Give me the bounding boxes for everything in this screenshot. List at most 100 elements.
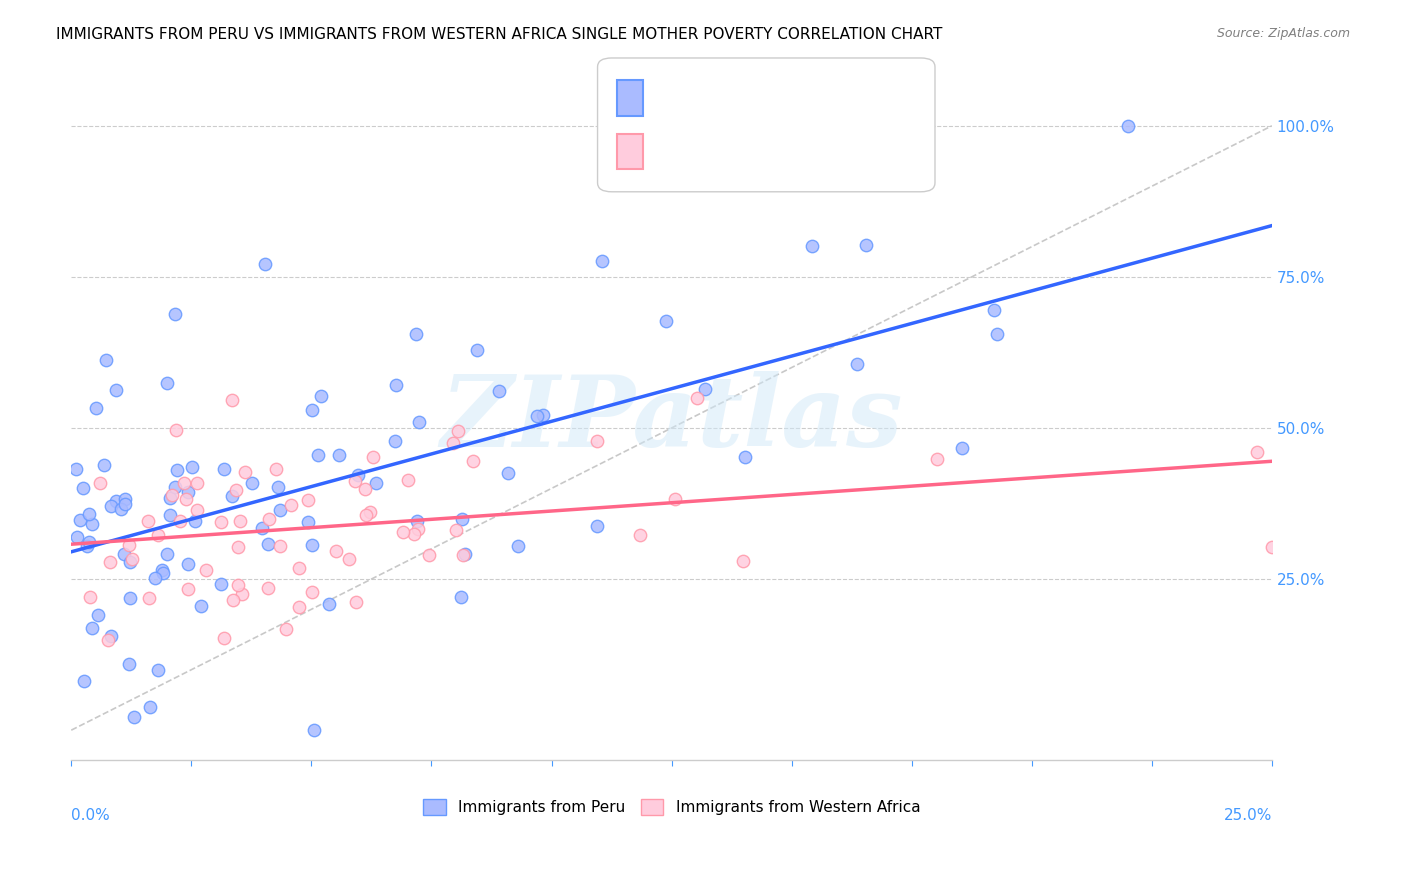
Immigrants from Peru [695,382,717,396]
Immigrants from Peru [454,547,477,561]
Immigrants from Peru [152,566,174,580]
Immigrants from Peru [855,238,877,252]
Immigrants from Peru [112,547,135,561]
Immigrants from Peru [87,608,110,623]
Immigrants from Peru [801,239,824,253]
Immigrants from Peru [93,458,115,472]
Immigrants from Western Africa [225,483,247,497]
Immigrants from Peru [318,597,340,611]
Text: R = 0.329   N = 64: R = 0.329 N = 64 [651,143,835,161]
Immigrants from Western Africa [186,503,208,517]
Immigrants from Peru [734,450,756,464]
Immigrants from Western Africa [257,582,280,596]
Immigrants from Western Africa [444,523,467,537]
Immigrants from Peru [450,590,472,604]
Text: 25.0%: 25.0% [1223,808,1272,823]
Immigrants from Western Africa [221,393,243,408]
Immigrants from Peru [467,343,489,357]
Immigrants from Western Africa [418,548,440,562]
Immigrants from Western Africa [343,474,366,488]
Immigrants from Peru [148,663,170,677]
Legend: Immigrants from Peru, Immigrants from Western Africa: Immigrants from Peru, Immigrants from We… [416,793,927,821]
Immigrants from Western Africa [1246,445,1268,459]
Immigrants from Western Africa [451,549,474,563]
Immigrants from Peru [159,508,181,523]
Immigrants from Western Africa [585,434,607,449]
Immigrants from Western Africa [404,527,426,541]
Immigrants from Peru [269,503,291,517]
Immigrants from Peru [105,494,128,508]
Immigrants from Peru [655,314,678,328]
Immigrants from Peru [118,657,141,671]
Immigrants from Peru [165,480,187,494]
Immigrants from Western Africa [177,582,200,596]
Immigrants from Peru [105,384,128,398]
Immigrants from Western Africa [138,591,160,605]
Immigrants from Western Africa [212,631,235,645]
Immigrants from Peru [150,563,173,577]
Immigrants from Peru [364,475,387,490]
Immigrants from Peru [80,621,103,635]
Immigrants from Western Africa [231,587,253,601]
Immigrants from Western Africa [297,493,319,508]
Immigrants from Peru [165,306,187,320]
Immigrants from Western Africa [344,595,367,609]
Immigrants from Peru [302,723,325,738]
Immigrants from Peru [405,514,427,528]
Immigrants from Peru [214,462,236,476]
Immigrants from Peru [66,530,89,544]
Immigrants from Peru [845,357,868,371]
Immigrants from Western Africa [664,491,686,506]
Immigrants from Peru [72,481,94,495]
Immigrants from Western Africa [165,423,187,437]
Immigrants from Peru [328,448,350,462]
Immigrants from Peru [531,409,554,423]
Immigrants from Western Africa [441,436,464,450]
Immigrants from Peru [73,674,96,689]
Immigrants from Peru [221,489,243,503]
Immigrants from Western Africa [264,461,287,475]
Immigrants from Peru [307,448,329,462]
Immigrants from Peru [1116,119,1139,133]
Immigrants from Western Africa [162,488,184,502]
Immigrants from Peru [506,540,529,554]
Immigrants from Peru [69,513,91,527]
Immigrants from Western Africa [361,450,384,465]
Immigrants from Western Africa [628,528,651,542]
Immigrants from Peru [156,547,179,561]
Immigrants from Peru [256,537,278,551]
Immigrants from Western Africa [392,524,415,539]
Text: IMMIGRANTS FROM PERU VS IMMIGRANTS FROM WESTERN AFRICA SINGLE MOTHER POVERTY COR: IMMIGRANTS FROM PERU VS IMMIGRANTS FROM … [56,27,942,42]
Immigrants from Western Africa [229,514,252,528]
Immigrants from Peru [405,326,427,341]
Immigrants from Western Africa [396,473,419,487]
Immigrants from Western Africa [406,522,429,536]
Immigrants from Peru [77,508,100,522]
Immigrants from Western Africa [186,475,208,490]
Immigrants from Western Africa [359,505,381,519]
Immigrants from Western Africa [79,590,101,604]
Immigrants from Peru [184,514,207,528]
Immigrants from Western Africa [1261,540,1284,554]
Immigrants from Western Africa [447,424,470,438]
Immigrants from Peru [118,555,141,569]
Immigrants from Western Africa [138,515,160,529]
Immigrants from Peru [156,376,179,390]
Immigrants from Western Africa [146,528,169,542]
Text: ZIPatlas: ZIPatlas [440,371,903,467]
Immigrants from Western Africa [174,491,197,506]
Immigrants from Western Africa [169,514,191,528]
Immigrants from Peru [297,515,319,529]
Immigrants from Western Africa [118,538,141,552]
Immigrants from Peru [385,377,408,392]
Immigrants from Western Africa [226,541,249,555]
Immigrants from Peru [177,484,200,499]
Immigrants from Western Africa [233,465,256,479]
Immigrants from Peru [177,557,200,571]
Immigrants from Peru [250,521,273,535]
Immigrants from Western Africa [280,498,302,512]
Immigrants from Peru [384,434,406,448]
Immigrants from Peru [80,517,103,532]
Immigrants from Peru [77,534,100,549]
Immigrants from Western Africa [89,476,111,491]
